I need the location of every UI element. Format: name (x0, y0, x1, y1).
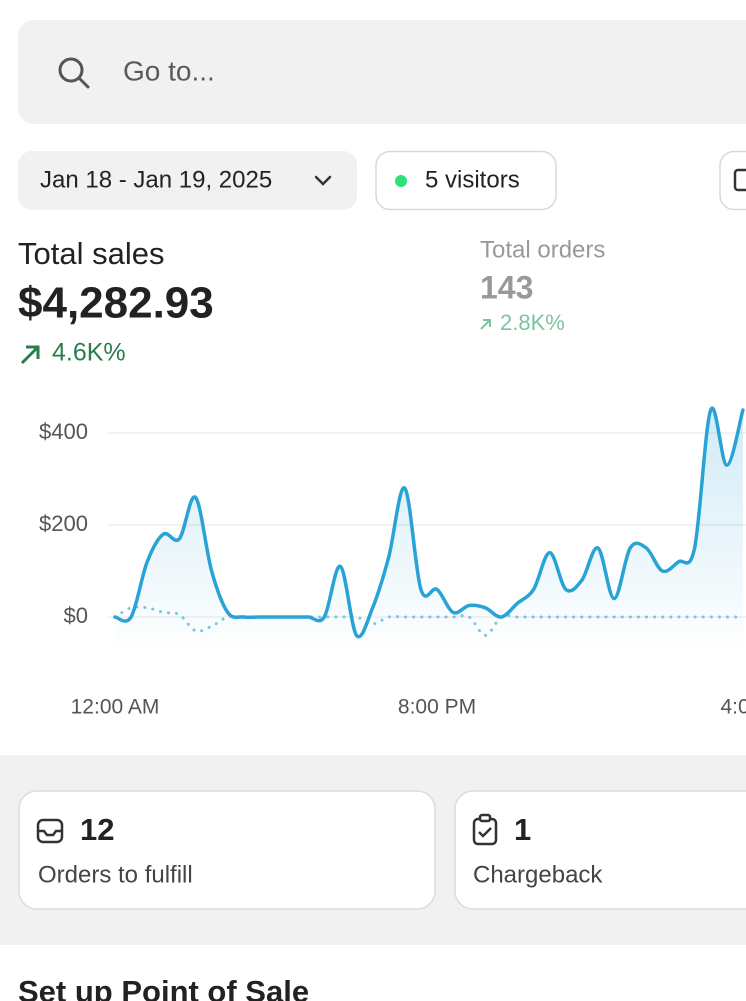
line-series (113, 406, 745, 639)
total-orders-label: Total orders (480, 236, 605, 263)
task-card[interactable] (454, 790, 746, 910)
y-tick-label: $0 (64, 603, 88, 628)
chevron-icon (314, 175, 332, 186)
search-icon (58, 57, 90, 89)
y-tick-label: $400 (39, 419, 88, 444)
total-orders-change: 2.8K% (500, 310, 565, 335)
sales-chart: $0 $200 $400 12:00 AM 8:00 PM 4:00 AM (39, 406, 746, 719)
more-button[interactable] (719, 150, 746, 211)
task-label: Orders to fulfill (38, 861, 193, 888)
section-title: Set up Point of Sale (18, 974, 309, 1001)
date-range-button[interactable] (18, 151, 357, 210)
total-orders-value: 143 (480, 269, 533, 305)
area (115, 408, 743, 654)
up-arrow (20, 345, 40, 365)
live-dot (395, 175, 407, 187)
total-sales-change: 4.6K% (52, 339, 126, 367)
inbox-icon (36, 818, 64, 844)
date-range: Jan 18 - Jan 19, 2025 (40, 166, 272, 193)
task-card[interactable] (18, 790, 436, 910)
clipboard-icon (472, 813, 498, 846)
task-label: Chargeback (473, 861, 603, 888)
visitors-button[interactable] (375, 150, 557, 211)
total-sales-label: Total sales (18, 236, 164, 271)
total-sales-value: $4,282.93 (18, 279, 214, 328)
search-placeholder: Go to... (123, 55, 215, 86)
task-count: 12 (80, 812, 114, 847)
y-tick-label: $200 (39, 511, 88, 536)
search-box[interactable] (18, 20, 746, 124)
x-tick-label: 8:00 PM (398, 696, 476, 719)
x-tick-label: 4:00 AM (720, 696, 746, 719)
task-count: 1 (514, 812, 531, 847)
up-arrow (480, 319, 491, 330)
x-tick-label: 12:00 AM (71, 696, 160, 719)
visitors: 5 visitors (425, 166, 520, 193)
calendar-icon (733, 168, 746, 192)
